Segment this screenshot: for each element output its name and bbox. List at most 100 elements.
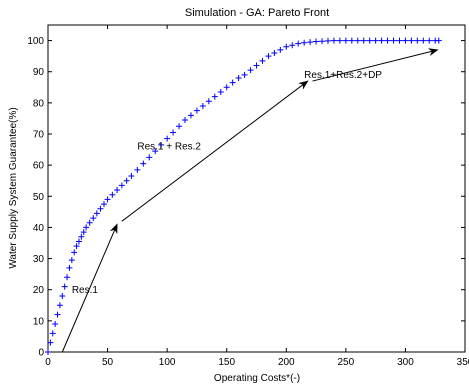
data-point [54, 311, 61, 318]
x-tick-label: 100 [159, 357, 176, 368]
data-point [295, 40, 302, 47]
data-point [80, 229, 87, 236]
data-point [217, 88, 224, 95]
y-tick-label: 20 [33, 285, 45, 296]
data-point [93, 210, 100, 217]
data-point [372, 37, 379, 44]
data-point [313, 38, 320, 45]
data-point [235, 74, 242, 81]
data-point [104, 196, 111, 203]
pareto-front-points [45, 37, 442, 355]
y-tick-label: 90 [33, 67, 45, 78]
y-tick-label: 80 [33, 98, 45, 109]
data-point [426, 37, 433, 44]
y-axis-label: Water Supply System Guarantee(%) [8, 107, 19, 268]
data-point [64, 274, 71, 281]
data-point [360, 37, 367, 44]
data-point [205, 98, 212, 105]
data-point [100, 201, 107, 208]
annotation-res1-res2: Res.1 + Res.2 [137, 142, 201, 153]
data-point [324, 37, 331, 44]
y-tick-label: 30 [33, 254, 45, 265]
data-point [330, 37, 337, 44]
x-tick-label: 250 [338, 357, 355, 368]
data-point [97, 205, 104, 212]
y-axis-ticks: 0 10 20 30 40 50 60 70 80 90 100 [27, 36, 465, 359]
annotation-res1-res2-dp: Res.1+Res.2+DP [304, 70, 382, 81]
y-tick-label: 0 [38, 348, 44, 359]
data-point [123, 177, 130, 184]
data-point [271, 50, 278, 57]
data-point [378, 37, 385, 44]
x-tick-label: 0 [45, 357, 51, 368]
data-point [59, 292, 66, 299]
data-point [277, 46, 284, 53]
data-point [336, 37, 343, 44]
x-axis-ticks: 0 50 100 150 200 250 300 350 [45, 25, 469, 368]
y-tick-label: 50 [33, 192, 45, 203]
x-tick-label: 200 [278, 357, 295, 368]
data-point [211, 93, 218, 100]
data-point [146, 154, 153, 161]
y-tick-label: 100 [27, 36, 44, 47]
data-point [259, 57, 266, 64]
data-point [47, 339, 54, 346]
annotation-res1: Res.1 [72, 285, 99, 296]
data-point [307, 39, 314, 46]
data-point [265, 53, 272, 60]
data-point [56, 302, 63, 309]
data-point [45, 349, 51, 355]
data-point [408, 37, 415, 44]
data-point [170, 129, 177, 136]
data-point [348, 37, 355, 44]
chart-title: Simulation - GA: Pareto Front [185, 7, 329, 19]
x-tick-label: 150 [218, 357, 235, 368]
data-point [152, 148, 159, 155]
data-point [396, 37, 403, 44]
annotation-arrows [61, 48, 439, 353]
data-point [301, 39, 308, 46]
data-point [182, 116, 189, 123]
x-tick-label: 50 [102, 357, 114, 368]
data-point [390, 37, 397, 44]
data-point [114, 187, 121, 194]
data-point [109, 191, 116, 198]
data-point [229, 79, 236, 86]
data-point [164, 135, 171, 142]
data-point [223, 84, 230, 91]
data-point [73, 243, 80, 250]
data-point [283, 43, 290, 50]
data-point [420, 37, 427, 44]
data-point [253, 62, 260, 69]
data-point [61, 283, 68, 290]
data-point [193, 107, 200, 114]
annotation-arrow [312, 48, 439, 82]
data-point [289, 42, 296, 49]
data-point [402, 37, 409, 44]
data-point [199, 102, 206, 109]
data-point [384, 37, 391, 44]
data-point [134, 166, 141, 173]
data-point [90, 215, 97, 222]
annotation-arrow [121, 80, 309, 222]
data-point [319, 38, 326, 45]
data-point [366, 37, 373, 44]
data-point [158, 141, 165, 148]
data-point [78, 233, 85, 240]
data-point [75, 238, 82, 245]
data-point [52, 320, 59, 327]
data-point [118, 182, 125, 189]
data-point [414, 37, 421, 44]
data-point [49, 330, 56, 337]
plot-area [47, 24, 466, 353]
data-point [176, 123, 183, 130]
data-point [71, 249, 78, 256]
data-point [247, 67, 254, 74]
y-tick-label: 10 [33, 316, 45, 327]
data-point [435, 37, 442, 44]
data-point [342, 37, 349, 44]
data-point [66, 264, 73, 271]
x-tick-label: 300 [397, 357, 414, 368]
annotation-arrow [61, 223, 118, 353]
